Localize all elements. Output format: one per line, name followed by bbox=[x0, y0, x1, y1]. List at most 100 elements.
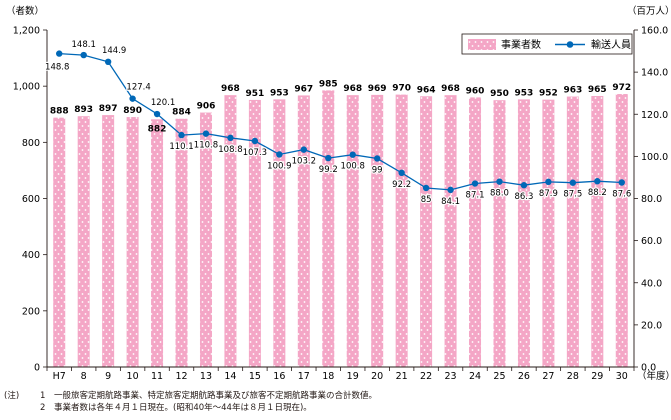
left-tick-label: 600 bbox=[22, 194, 40, 205]
bar-data-label: 967 bbox=[294, 84, 313, 94]
bar-data-label: 906 bbox=[197, 102, 216, 112]
bar-data-label: 972 bbox=[612, 83, 631, 93]
bar-data-label: 965 bbox=[588, 85, 607, 95]
x-tick-label: 20 bbox=[371, 371, 383, 382]
x-tick-label: 26 bbox=[518, 371, 530, 382]
line-point bbox=[276, 151, 283, 158]
line-point bbox=[496, 178, 503, 185]
bar-data-label: 953 bbox=[515, 88, 534, 98]
bar bbox=[493, 100, 506, 367]
line-point bbox=[594, 178, 601, 185]
left-tick-label: 800 bbox=[22, 138, 40, 149]
footnote-text: 事業者数は各年４月１日現在。(昭和40年～44年は８月１日現在)。 bbox=[54, 403, 312, 413]
bar bbox=[102, 115, 115, 367]
line-data-label: 100.8 bbox=[341, 162, 365, 172]
line-data-label: 88.0 bbox=[490, 189, 509, 199]
right-axis-ticks: 0.0 20.0 40.0 60.0 80.0 100.0 120.0 140.0 160.0 bbox=[634, 26, 668, 374]
x-tick-label: 17 bbox=[298, 371, 310, 382]
bar bbox=[297, 95, 310, 367]
bar bbox=[151, 119, 164, 368]
bar-data-label: 951 bbox=[245, 89, 264, 99]
line-data-label: 92.2 bbox=[392, 180, 411, 190]
left-tick-label: 1,000 bbox=[13, 82, 40, 93]
line-data-label: 144.9 bbox=[102, 46, 126, 56]
bar-data-labels: 888 893 897 890 882 884 906 968 951 953 967 985 968 9… bbox=[50, 79, 631, 134]
bar bbox=[224, 95, 237, 368]
right-tick-label: 40.0 bbox=[641, 278, 662, 289]
legend-bar-label: 事業者数 bbox=[501, 38, 541, 51]
legend: 事業者数 輸送人員 bbox=[461, 33, 633, 55]
left-axis-unit: （者数） bbox=[6, 5, 44, 17]
bar bbox=[175, 118, 188, 367]
line-path bbox=[59, 52, 622, 191]
bar bbox=[199, 112, 212, 367]
line-point bbox=[545, 178, 552, 186]
line-point bbox=[618, 179, 625, 186]
bar bbox=[566, 96, 579, 368]
bar bbox=[273, 99, 286, 367]
line-data-label: 120.1 bbox=[151, 98, 175, 108]
line-data-label: 86.3 bbox=[514, 192, 533, 202]
line-point bbox=[178, 131, 185, 139]
line-data-label: 100.9 bbox=[267, 161, 291, 171]
bar-data-label: 960 bbox=[466, 86, 485, 96]
left-tick-label: 1,200 bbox=[13, 26, 40, 37]
line-point bbox=[398, 169, 405, 177]
right-tick-label: 140.0 bbox=[641, 68, 668, 79]
bar bbox=[53, 117, 66, 368]
line-point bbox=[251, 137, 259, 145]
line-data-label: 88.2 bbox=[588, 188, 607, 198]
line-data-label: 107.3 bbox=[243, 148, 267, 158]
line-data-label: 108.8 bbox=[218, 145, 242, 155]
bar-data-label: 963 bbox=[563, 86, 582, 96]
bar bbox=[420, 96, 433, 367]
line-data-label: 87.5 bbox=[563, 190, 582, 200]
line-data-label: 87.6 bbox=[612, 189, 631, 199]
left-tick-label: 200 bbox=[22, 306, 40, 317]
x-tick-label: 24 bbox=[469, 371, 481, 382]
bar-data-label: 950 bbox=[490, 89, 509, 99]
right-tick-label: 100.0 bbox=[641, 152, 668, 163]
line-data-label: 110.1 bbox=[169, 142, 193, 152]
legend-line-label: 輸送人員 bbox=[591, 38, 631, 51]
line-data-label: 87.9 bbox=[539, 189, 558, 199]
line-point bbox=[56, 50, 63, 57]
bar bbox=[444, 95, 457, 368]
bar bbox=[395, 94, 408, 367]
line-data-label: 148.1 bbox=[72, 40, 96, 50]
right-axis-unit: （百万人） bbox=[627, 5, 671, 17]
x-tick-label: 11 bbox=[151, 371, 163, 382]
bar bbox=[77, 116, 90, 367]
line-point bbox=[153, 110, 161, 118]
bar-series bbox=[53, 90, 628, 368]
footnote-number: 2 bbox=[40, 403, 46, 413]
line-data-label: 103.2 bbox=[292, 157, 316, 167]
line-point bbox=[300, 146, 308, 153]
bar bbox=[126, 117, 139, 367]
bar bbox=[322, 90, 335, 368]
line-data-label: 99.2 bbox=[319, 165, 338, 175]
bar-data-label: 893 bbox=[74, 105, 93, 115]
bar bbox=[371, 94, 384, 367]
bar-data-label: 897 bbox=[99, 104, 118, 114]
bar-data-label: 882 bbox=[148, 124, 167, 134]
bar-data-label: 953 bbox=[270, 88, 289, 98]
bar-data-label: 888 bbox=[50, 107, 69, 117]
x-tick-label: H7 bbox=[53, 371, 66, 382]
line-point bbox=[80, 51, 87, 59]
x-tick-label: 14 bbox=[224, 371, 236, 382]
x-tick-label: 15 bbox=[249, 371, 261, 382]
right-tick-label: 80.0 bbox=[641, 194, 662, 205]
line-data-label: 110.8 bbox=[194, 141, 218, 151]
line-point bbox=[349, 151, 356, 158]
left-tick-label: 0 bbox=[34, 363, 40, 374]
x-axis-ticks: H7 8 9 10 11 12 13 14 15 16 17 18 19 20 21 22 23 24 25 26 27… bbox=[46, 367, 635, 382]
line-point bbox=[447, 186, 454, 194]
legend-line-marker bbox=[566, 41, 574, 48]
x-tick-label: 30 bbox=[616, 371, 628, 382]
x-axis-unit: （年度） bbox=[637, 370, 671, 382]
line-point bbox=[520, 182, 528, 189]
bar-data-label: 968 bbox=[221, 84, 240, 94]
x-tick-label: 16 bbox=[273, 371, 285, 382]
